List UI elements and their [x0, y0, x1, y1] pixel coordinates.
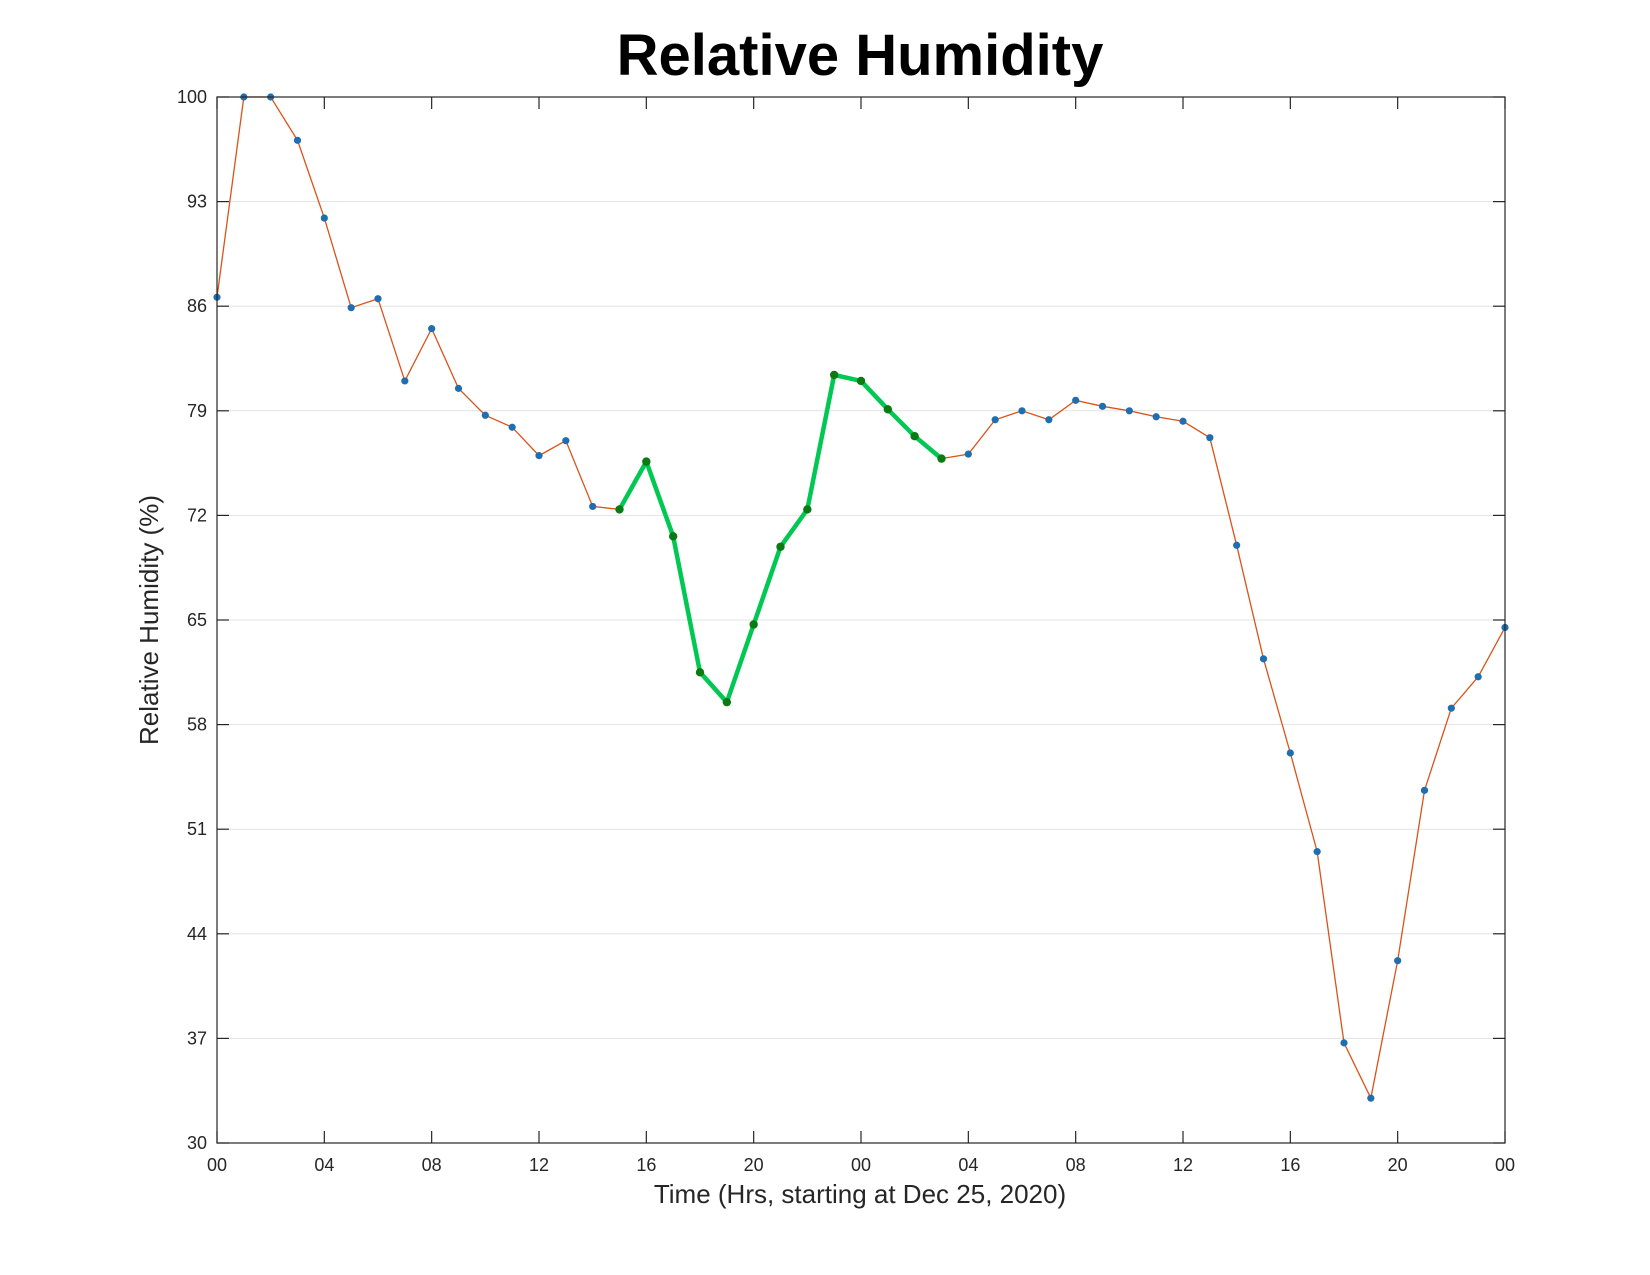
x-tick-label: 08	[422, 1155, 442, 1175]
data-point	[1340, 1039, 1348, 1047]
highlight-point	[722, 697, 732, 707]
data-point	[293, 136, 302, 144]
data-point	[1420, 786, 1429, 794]
data-point	[589, 502, 597, 511]
data-point	[1179, 417, 1187, 425]
data-point	[1394, 957, 1402, 965]
data-point	[1233, 541, 1241, 549]
data-point	[1018, 407, 1026, 415]
data-point	[374, 295, 382, 303]
data-point	[1152, 413, 1160, 421]
highlight-point	[856, 376, 866, 386]
highlight-point	[776, 542, 785, 551]
x-tick-label: 16	[1280, 1155, 1300, 1175]
y-tick-label: 37	[187, 1028, 207, 1048]
highlight-point	[749, 620, 758, 629]
y-axis-ticks: 30 37 44 51 58 65 72 79 86 93 100	[177, 87, 1505, 1153]
y-tick-label: 30	[187, 1133, 207, 1153]
x-tick-label: 04	[958, 1155, 978, 1175]
data-point	[320, 214, 328, 222]
x-axis-ticks: 00 04 08 12 16 20 00 04 08 12 16 20 00	[207, 97, 1515, 1175]
data-point	[1125, 407, 1133, 415]
data-point	[1206, 434, 1214, 442]
series-highlight-line	[617, 372, 943, 705]
data-point	[562, 437, 570, 445]
x-tick-label: 08	[1066, 1155, 1086, 1175]
y-tick-label: 72	[187, 505, 207, 525]
x-tick-label: 20	[744, 1155, 764, 1175]
y-axis-label: Relative Humidity (%)	[134, 495, 164, 745]
data-point	[428, 325, 436, 333]
data-point	[1447, 704, 1455, 712]
data-point	[1286, 749, 1294, 757]
data-point	[991, 416, 999, 424]
x-tick-label: 12	[1173, 1155, 1193, 1175]
y-tick-label: 65	[187, 610, 207, 630]
highlight-point	[642, 457, 651, 466]
x-tick-label: 20	[1388, 1155, 1408, 1175]
x-tick-label: 00	[1495, 1155, 1515, 1175]
y-tick-label: 44	[187, 924, 207, 944]
data-point	[535, 452, 543, 460]
highlight-point	[695, 668, 705, 677]
gridlines	[217, 201, 1505, 1039]
data-point	[1072, 396, 1080, 404]
highlight-point	[910, 432, 919, 441]
y-tick-label: 86	[187, 296, 207, 316]
highlight-point	[615, 505, 624, 514]
data-point	[481, 411, 489, 419]
highlight-point	[829, 370, 839, 380]
x-tick-label: 12	[529, 1155, 549, 1175]
data-point	[347, 304, 355, 312]
x-tick-label: 04	[314, 1155, 334, 1175]
data-point	[1474, 673, 1482, 681]
data-point	[401, 377, 409, 385]
data-point	[964, 450, 972, 458]
chart-title: Relative Humidity	[617, 23, 1104, 88]
y-tick-label: 51	[187, 819, 207, 839]
highlight-point	[883, 405, 893, 414]
y-tick-label: 79	[187, 401, 207, 421]
series-main	[213, 93, 1509, 1102]
x-tick-label: 00	[207, 1155, 227, 1175]
y-tick-label: 58	[187, 715, 207, 735]
series-highlight	[615, 370, 946, 707]
x-axis-label: Time (Hrs, starting at Dec 25, 2020)	[654, 1179, 1066, 1209]
series-main-line	[216, 96, 1506, 1101]
data-point	[1098, 402, 1107, 410]
data-point	[1367, 1094, 1375, 1102]
x-tick-label: 16	[636, 1155, 656, 1175]
data-point	[1045, 416, 1053, 424]
highlight-point	[803, 505, 812, 514]
data-point	[1259, 655, 1268, 663]
y-tick-label: 100	[177, 87, 207, 107]
highlight-point	[668, 532, 678, 541]
highlight-point	[937, 454, 946, 463]
x-tick-label: 00	[851, 1155, 871, 1175]
y-tick-label: 93	[187, 192, 207, 212]
data-point	[454, 384, 463, 392]
data-point	[1313, 848, 1321, 856]
data-point	[508, 423, 516, 431]
